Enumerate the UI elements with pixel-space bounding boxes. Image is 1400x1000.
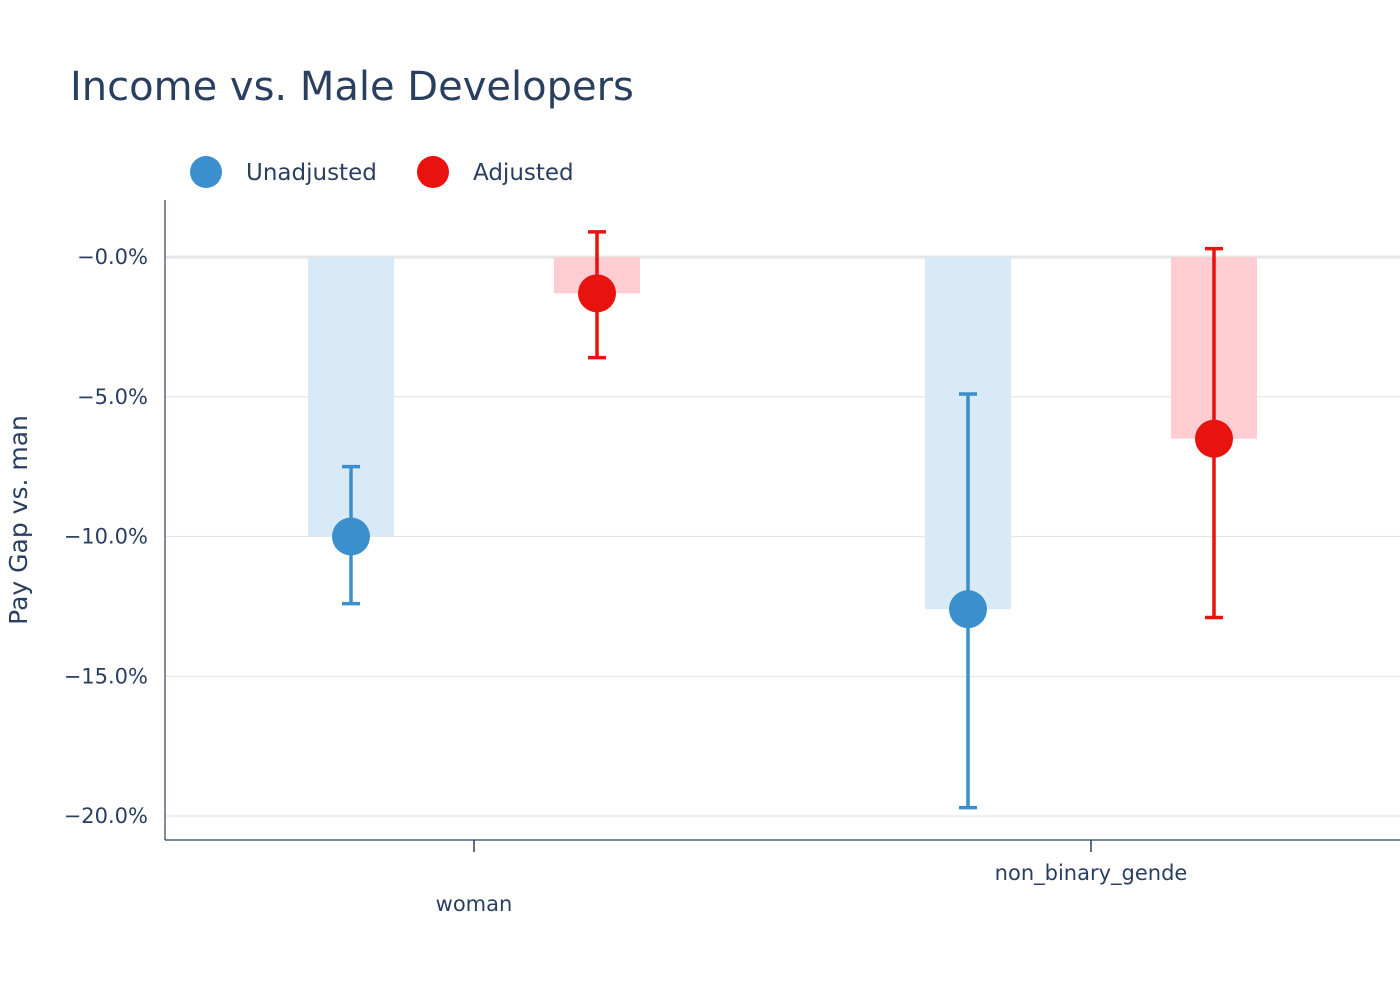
bars bbox=[308, 257, 1257, 610]
y-tick-label: −20.0% bbox=[64, 804, 148, 828]
x-tick-label: woman bbox=[436, 892, 513, 916]
point-unadjusted-woman[interactable] bbox=[332, 517, 370, 556]
x-tick-label: non_binary_gende bbox=[995, 861, 1188, 886]
y-tick-label: −10.0% bbox=[64, 525, 148, 549]
x-axis-ticks: woman non_binary_gende bbox=[436, 840, 1188, 916]
point-adjusted-woman[interactable] bbox=[578, 274, 616, 313]
point-unadjusted-non_binary_gende[interactable] bbox=[949, 590, 987, 629]
legend-label-adjusted: Adjusted bbox=[473, 160, 574, 186]
legend[interactable]: Unadjusted Adjusted bbox=[190, 156, 574, 188]
chart-title: Income vs. Male Developers bbox=[70, 64, 634, 110]
legend-label-unadjusted: Unadjusted bbox=[246, 160, 377, 186]
legend-marker-adjusted bbox=[417, 156, 449, 188]
y-tick-label: −5.0% bbox=[77, 385, 148, 409]
legend-marker-unadjusted bbox=[190, 156, 222, 188]
y-axis-title: Pay Gap vs. man bbox=[4, 415, 33, 625]
y-tick-label: −15.0% bbox=[64, 664, 148, 688]
points bbox=[332, 274, 1233, 629]
y-tick-label: −0.0% bbox=[77, 245, 148, 269]
y-axis-ticks: −0.0% −5.0% −10.0% −15.0% −20.0% bbox=[64, 245, 148, 828]
point-adjusted-non_binary_gende[interactable] bbox=[1195, 419, 1233, 458]
error-bars bbox=[342, 230, 1223, 810]
